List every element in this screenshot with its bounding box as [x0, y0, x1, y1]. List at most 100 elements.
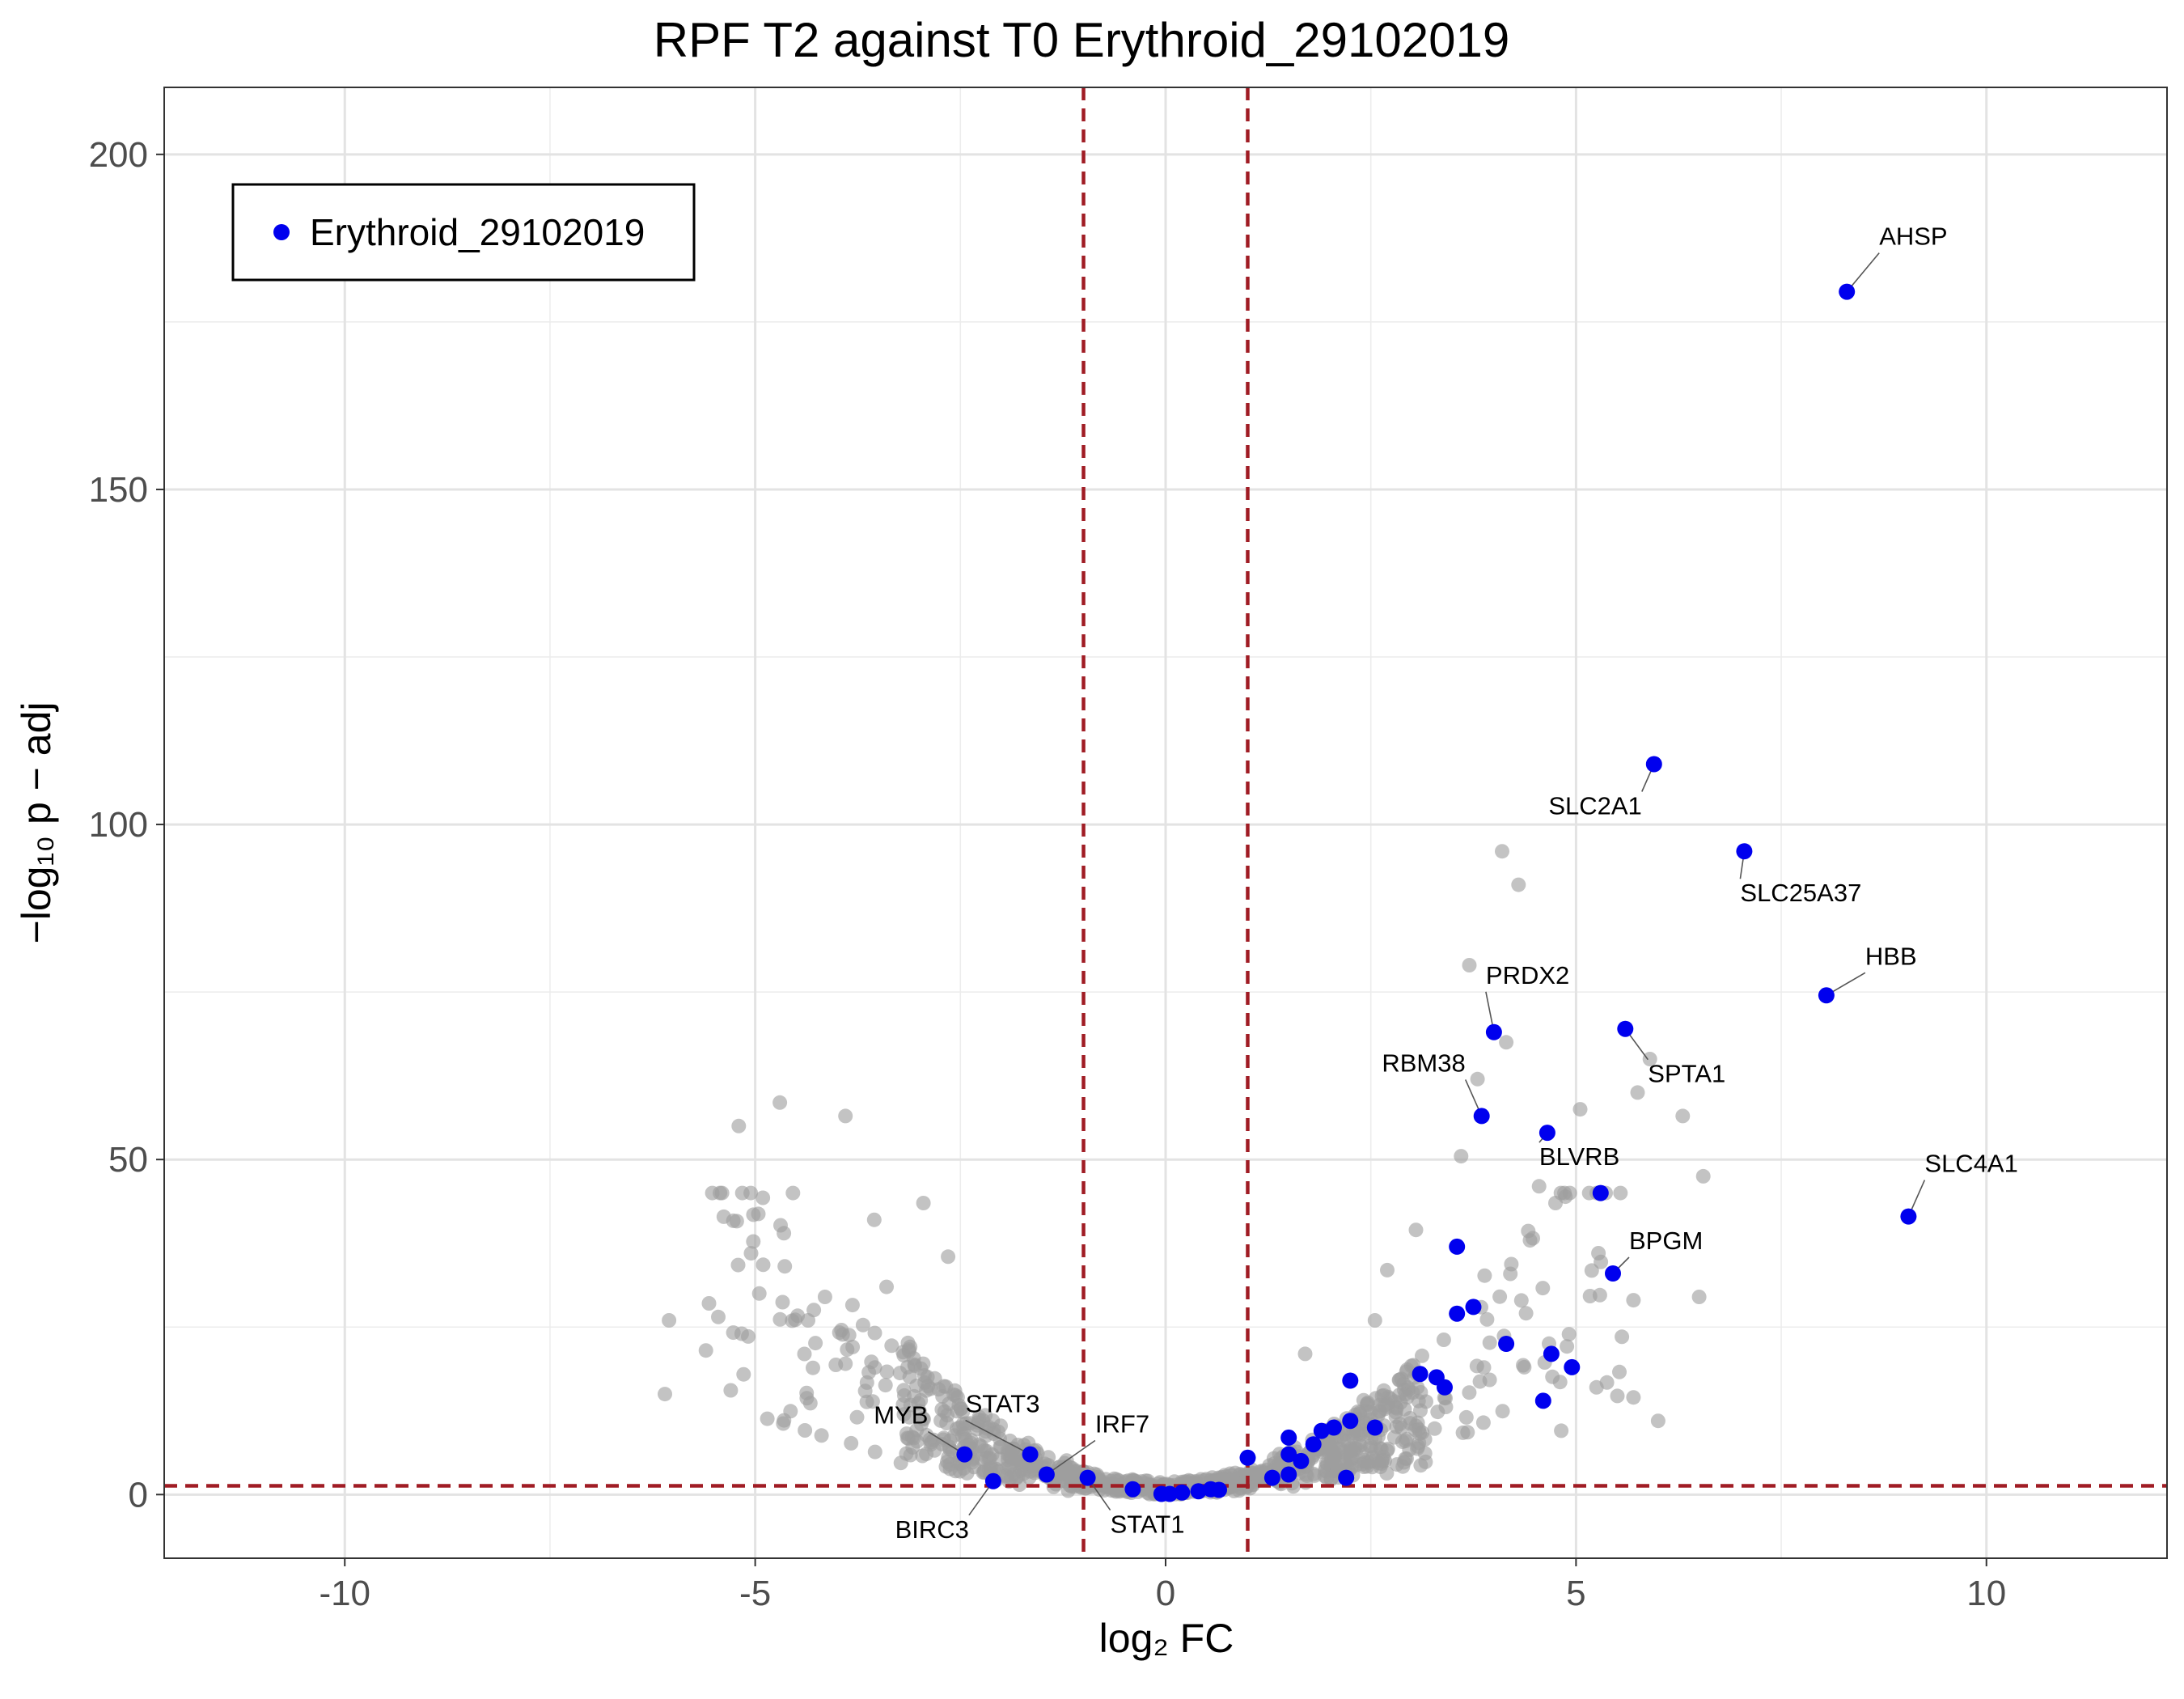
highlight-point [1592, 1184, 1609, 1201]
background-point [1691, 1290, 1707, 1304]
background-point [1612, 1364, 1627, 1379]
highlight-point [1280, 1446, 1297, 1463]
background-point [775, 1294, 790, 1310]
background-point [1455, 1425, 1471, 1440]
background-point [884, 1338, 899, 1354]
background-point [1695, 1168, 1711, 1184]
background-point [1535, 1281, 1551, 1296]
background-point [1389, 1400, 1404, 1416]
background-point [772, 1311, 788, 1327]
background-point [1415, 1348, 1429, 1363]
background-point [731, 1118, 747, 1133]
highlight-point [1534, 1392, 1551, 1409]
background-point [1022, 1470, 1037, 1485]
background-point [1411, 1393, 1426, 1409]
grid-lines [164, 87, 2167, 1558]
background-point [1359, 1403, 1373, 1418]
background-point [844, 1298, 860, 1313]
highlight-point [1366, 1419, 1383, 1436]
background-point [734, 1185, 750, 1201]
background-point [927, 1443, 942, 1458]
background-point [1630, 1085, 1645, 1100]
highlight-point [1280, 1466, 1297, 1483]
background-point [855, 1317, 870, 1333]
background-point [1675, 1108, 1691, 1124]
highlight-point [1338, 1469, 1355, 1486]
background-point [1650, 1413, 1666, 1429]
background-point [844, 1435, 859, 1451]
gene-label-myb: MYB [874, 1401, 928, 1430]
highlight-point [1645, 756, 1662, 773]
background-point [838, 1108, 853, 1124]
background-point [1572, 1102, 1588, 1117]
gene-label-irf7: IRF7 [1095, 1410, 1149, 1438]
legend-label: Erythroid_29102019 [310, 211, 645, 253]
background-point [1492, 1289, 1508, 1304]
background-point [1511, 877, 1526, 892]
background-point [1430, 1405, 1445, 1420]
highlight-point [1326, 1419, 1342, 1436]
background-point [785, 1185, 801, 1201]
y-tick-label: 150 [89, 470, 148, 510]
background-point [838, 1356, 853, 1371]
highlight-point [1174, 1484, 1191, 1501]
background-point [1531, 1179, 1547, 1194]
background-point [1398, 1434, 1413, 1449]
highlight-point [1079, 1469, 1096, 1486]
background-point [801, 1313, 815, 1328]
y-tick-label: 50 [108, 1140, 148, 1180]
background-point [1584, 1263, 1599, 1278]
background-point [878, 1378, 893, 1393]
background-point [1554, 1423, 1569, 1438]
background-point [947, 1383, 963, 1398]
background-point [1479, 1311, 1495, 1327]
highlight-point [1342, 1413, 1359, 1430]
background-point [1298, 1467, 1314, 1482]
background-point [1503, 1266, 1518, 1282]
gene-label-stat1: STAT1 [1111, 1510, 1185, 1539]
highlight-point [1498, 1336, 1515, 1352]
x-axis-ticks: -10 -5 0 5 10 [319, 1558, 2006, 1613]
background-point [912, 1404, 927, 1419]
background-point [1482, 1335, 1497, 1350]
background-point [899, 1430, 915, 1446]
background-point [1386, 1430, 1402, 1445]
y-axis-ticks: 0 50 100 150 200 [89, 135, 164, 1515]
highlight-point [1239, 1449, 1256, 1466]
background-point [1413, 1458, 1428, 1473]
highlight-point [1564, 1358, 1581, 1375]
label-connector [1046, 1439, 1096, 1476]
background-point [1454, 1149, 1469, 1164]
background-point [1526, 1231, 1540, 1246]
gene-label-slc2a1: SLC2A1 [1548, 792, 1641, 820]
background-point [1499, 1035, 1514, 1050]
background-point [970, 1417, 984, 1433]
background-point [1472, 1374, 1488, 1389]
y-tick-label: 100 [89, 805, 148, 845]
background-point [772, 1095, 788, 1110]
highlight-point [956, 1446, 973, 1463]
background-point [1470, 1071, 1485, 1087]
gene-label-birc3: BIRC3 [895, 1515, 969, 1544]
background-point [902, 1369, 917, 1384]
background-point [900, 1335, 916, 1350]
highlight-point [1818, 987, 1835, 1004]
background-point [849, 1409, 865, 1425]
background-point [1391, 1372, 1407, 1388]
background-point [916, 1196, 931, 1210]
background-point [907, 1388, 922, 1404]
highlight-point [1313, 1422, 1330, 1439]
highlight-point [1543, 1345, 1560, 1362]
y-axis-title: −log₁₀ p − adj [14, 702, 59, 944]
highlight-point [1280, 1429, 1297, 1446]
background-point [845, 1339, 861, 1354]
highlight-points [956, 283, 1917, 1502]
background-point [1373, 1442, 1389, 1457]
background-point [1495, 1404, 1510, 1419]
background-point [736, 1366, 751, 1382]
background-point [1477, 1268, 1492, 1283]
highlight-point [1038, 1466, 1055, 1483]
background-point [1599, 1375, 1615, 1390]
background-point [1516, 1358, 1530, 1373]
